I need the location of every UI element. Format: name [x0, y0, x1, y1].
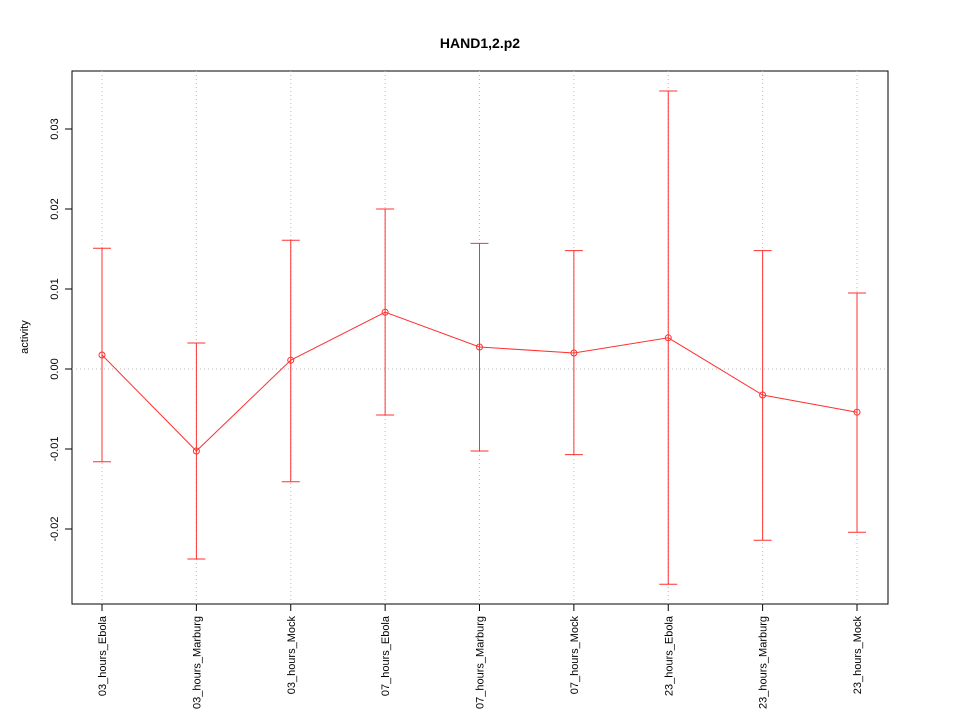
- y-tick-label: -0.02: [49, 516, 61, 541]
- data-line: [101, 311, 858, 452]
- data-point: [853, 408, 861, 416]
- x-tick-label: 23_hours_Ebola: [663, 615, 675, 696]
- data-point: [381, 308, 389, 316]
- data-point: [287, 356, 295, 364]
- data-point: [664, 334, 672, 342]
- y-tick-label: -0.01: [49, 436, 61, 461]
- data-point: [570, 349, 578, 357]
- x-tick-label: 07_hours_Mock: [569, 616, 581, 695]
- x-tick-label: 07_hours_Marburg: [475, 616, 487, 709]
- chart-title: HAND1,2.p2: [440, 35, 520, 51]
- y-tick-label: 0.02: [49, 198, 61, 219]
- x-tick-label: 03_hours_Ebola: [97, 615, 109, 696]
- data-point: [192, 447, 200, 455]
- y-tick-label: 0.00: [49, 358, 61, 379]
- x-tick-label: 23_hours_Marburg: [758, 616, 770, 709]
- y-axis-label: activity: [19, 320, 31, 354]
- y-tick-label: 0.01: [49, 278, 61, 299]
- x-tick-label: 03_hours_Mock: [286, 616, 298, 695]
- x-tick-label: 23_hours_Mock: [852, 616, 864, 695]
- x-tick-label: 03_hours_Marburg: [191, 616, 203, 709]
- y-tick-label: 0.03: [49, 118, 61, 139]
- data-point: [476, 343, 483, 351]
- data-point: [98, 351, 106, 359]
- x-tick-label: 07_hours_Ebola: [380, 615, 392, 696]
- data-point: [759, 391, 767, 399]
